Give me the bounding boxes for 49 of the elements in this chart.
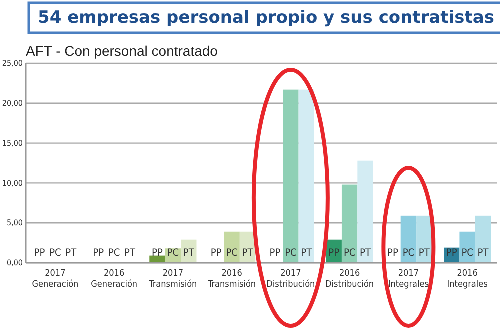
x-tick-label: 2016 Integrales: [447, 269, 488, 290]
text: PC: [108, 248, 120, 259]
bar: [283, 90, 299, 263]
x-tick-label: 2017 Transmisión: [148, 269, 198, 290]
text: PC: [344, 248, 356, 259]
text: PP: [93, 248, 104, 259]
x-tick-label: 2017 Distribución: [266, 269, 316, 290]
text: PT: [478, 248, 489, 259]
y-tick-label: 25,00: [2, 59, 24, 68]
text: PC: [462, 248, 474, 259]
y-tick-label: 5,00: [6, 218, 24, 228]
bar: [460, 232, 476, 263]
x-tick-label: 2016 Transmisión: [207, 269, 256, 290]
y-tick-label: 15,00: [2, 138, 24, 148]
bar: [150, 256, 166, 263]
text: PT: [360, 248, 371, 259]
x-tick-label: 2016 Generación: [91, 269, 138, 290]
series-label: PC: [167, 248, 180, 259]
series-label: PT: [301, 248, 313, 259]
bar: [342, 184, 358, 263]
text: PT: [124, 248, 136, 259]
text: PC: [402, 248, 415, 259]
text: PC: [226, 248, 238, 259]
text: PP: [152, 248, 163, 259]
bar: [400, 216, 417, 263]
bar: [298, 90, 314, 263]
series-label: PP: [446, 248, 458, 259]
chart-subtitle: AFT - Con personal contratado: [26, 43, 218, 59]
y-tick-label: 20,00: [2, 98, 24, 108]
bar: [475, 216, 492, 263]
x-tick-label: 2017 Integrales: [388, 269, 429, 290]
text: PT: [418, 248, 430, 259]
text: PT: [66, 248, 77, 259]
text: PP: [388, 248, 398, 259]
y-tick-label: 0,00: [6, 258, 24, 268]
text: PP: [328, 248, 340, 259]
text: PC: [285, 248, 297, 259]
text: PP: [210, 248, 222, 259]
text: PT: [183, 248, 194, 259]
text: PC: [50, 248, 62, 259]
text: PP: [34, 248, 46, 259]
x-tick-label: 2016 Distribución: [326, 269, 374, 290]
text: PT: [242, 248, 254, 259]
chart-title: 54 empresas personal propio y sus contratistas: [38, 8, 494, 28]
y-tick-label: 10,00: [2, 178, 24, 188]
bar: [358, 160, 374, 263]
x-tick-label: 2017 Generación: [32, 269, 79, 290]
text: PP: [270, 248, 281, 259]
bar: [224, 232, 240, 263]
